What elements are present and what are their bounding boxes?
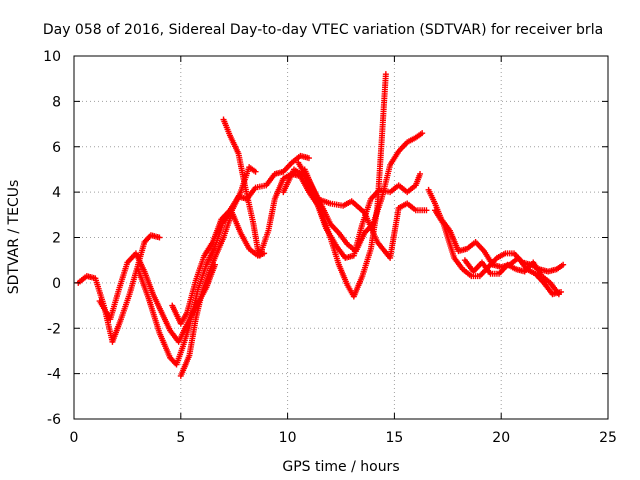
data-point <box>419 130 426 137</box>
chart-title: Day 058 of 2016, Sidereal Day-to-day VTE… <box>43 22 603 38</box>
y-axis-label: SDTVAR / TECUs <box>6 180 22 295</box>
x-axis-label: GPS time / hours <box>282 459 399 475</box>
y-tick-label: -4 <box>47 367 61 383</box>
data-point <box>555 291 562 298</box>
data-point <box>156 234 163 241</box>
axis-ticks: 0 5 10 15 20 25 -6 -4 -2 0 2 4 6 8 10 <box>43 49 617 446</box>
y-tick-label: 0 <box>52 276 61 292</box>
data-point <box>560 261 567 268</box>
grid-lines <box>74 56 608 419</box>
y-tick-label: -2 <box>47 321 61 337</box>
x-tick-label: 10 <box>279 430 297 446</box>
data-point <box>417 170 424 177</box>
y-tick-label: 6 <box>52 140 61 156</box>
data-point <box>382 71 389 78</box>
y-tick-label: -6 <box>47 412 61 428</box>
y-tick-label: 10 <box>43 49 61 65</box>
data-point <box>305 155 312 162</box>
x-tick-label: 5 <box>176 430 185 446</box>
x-tick-label: 15 <box>385 430 403 446</box>
x-tick-label: 20 <box>492 430 510 446</box>
data-points <box>75 71 567 379</box>
data-point <box>252 168 259 175</box>
y-tick-label: 2 <box>52 231 61 247</box>
x-tick-label: 25 <box>599 430 617 446</box>
data-point <box>423 207 430 214</box>
x-tick-label: 0 <box>70 430 79 446</box>
y-tick-label: 8 <box>52 94 61 110</box>
y-tick-label: 4 <box>52 185 61 201</box>
